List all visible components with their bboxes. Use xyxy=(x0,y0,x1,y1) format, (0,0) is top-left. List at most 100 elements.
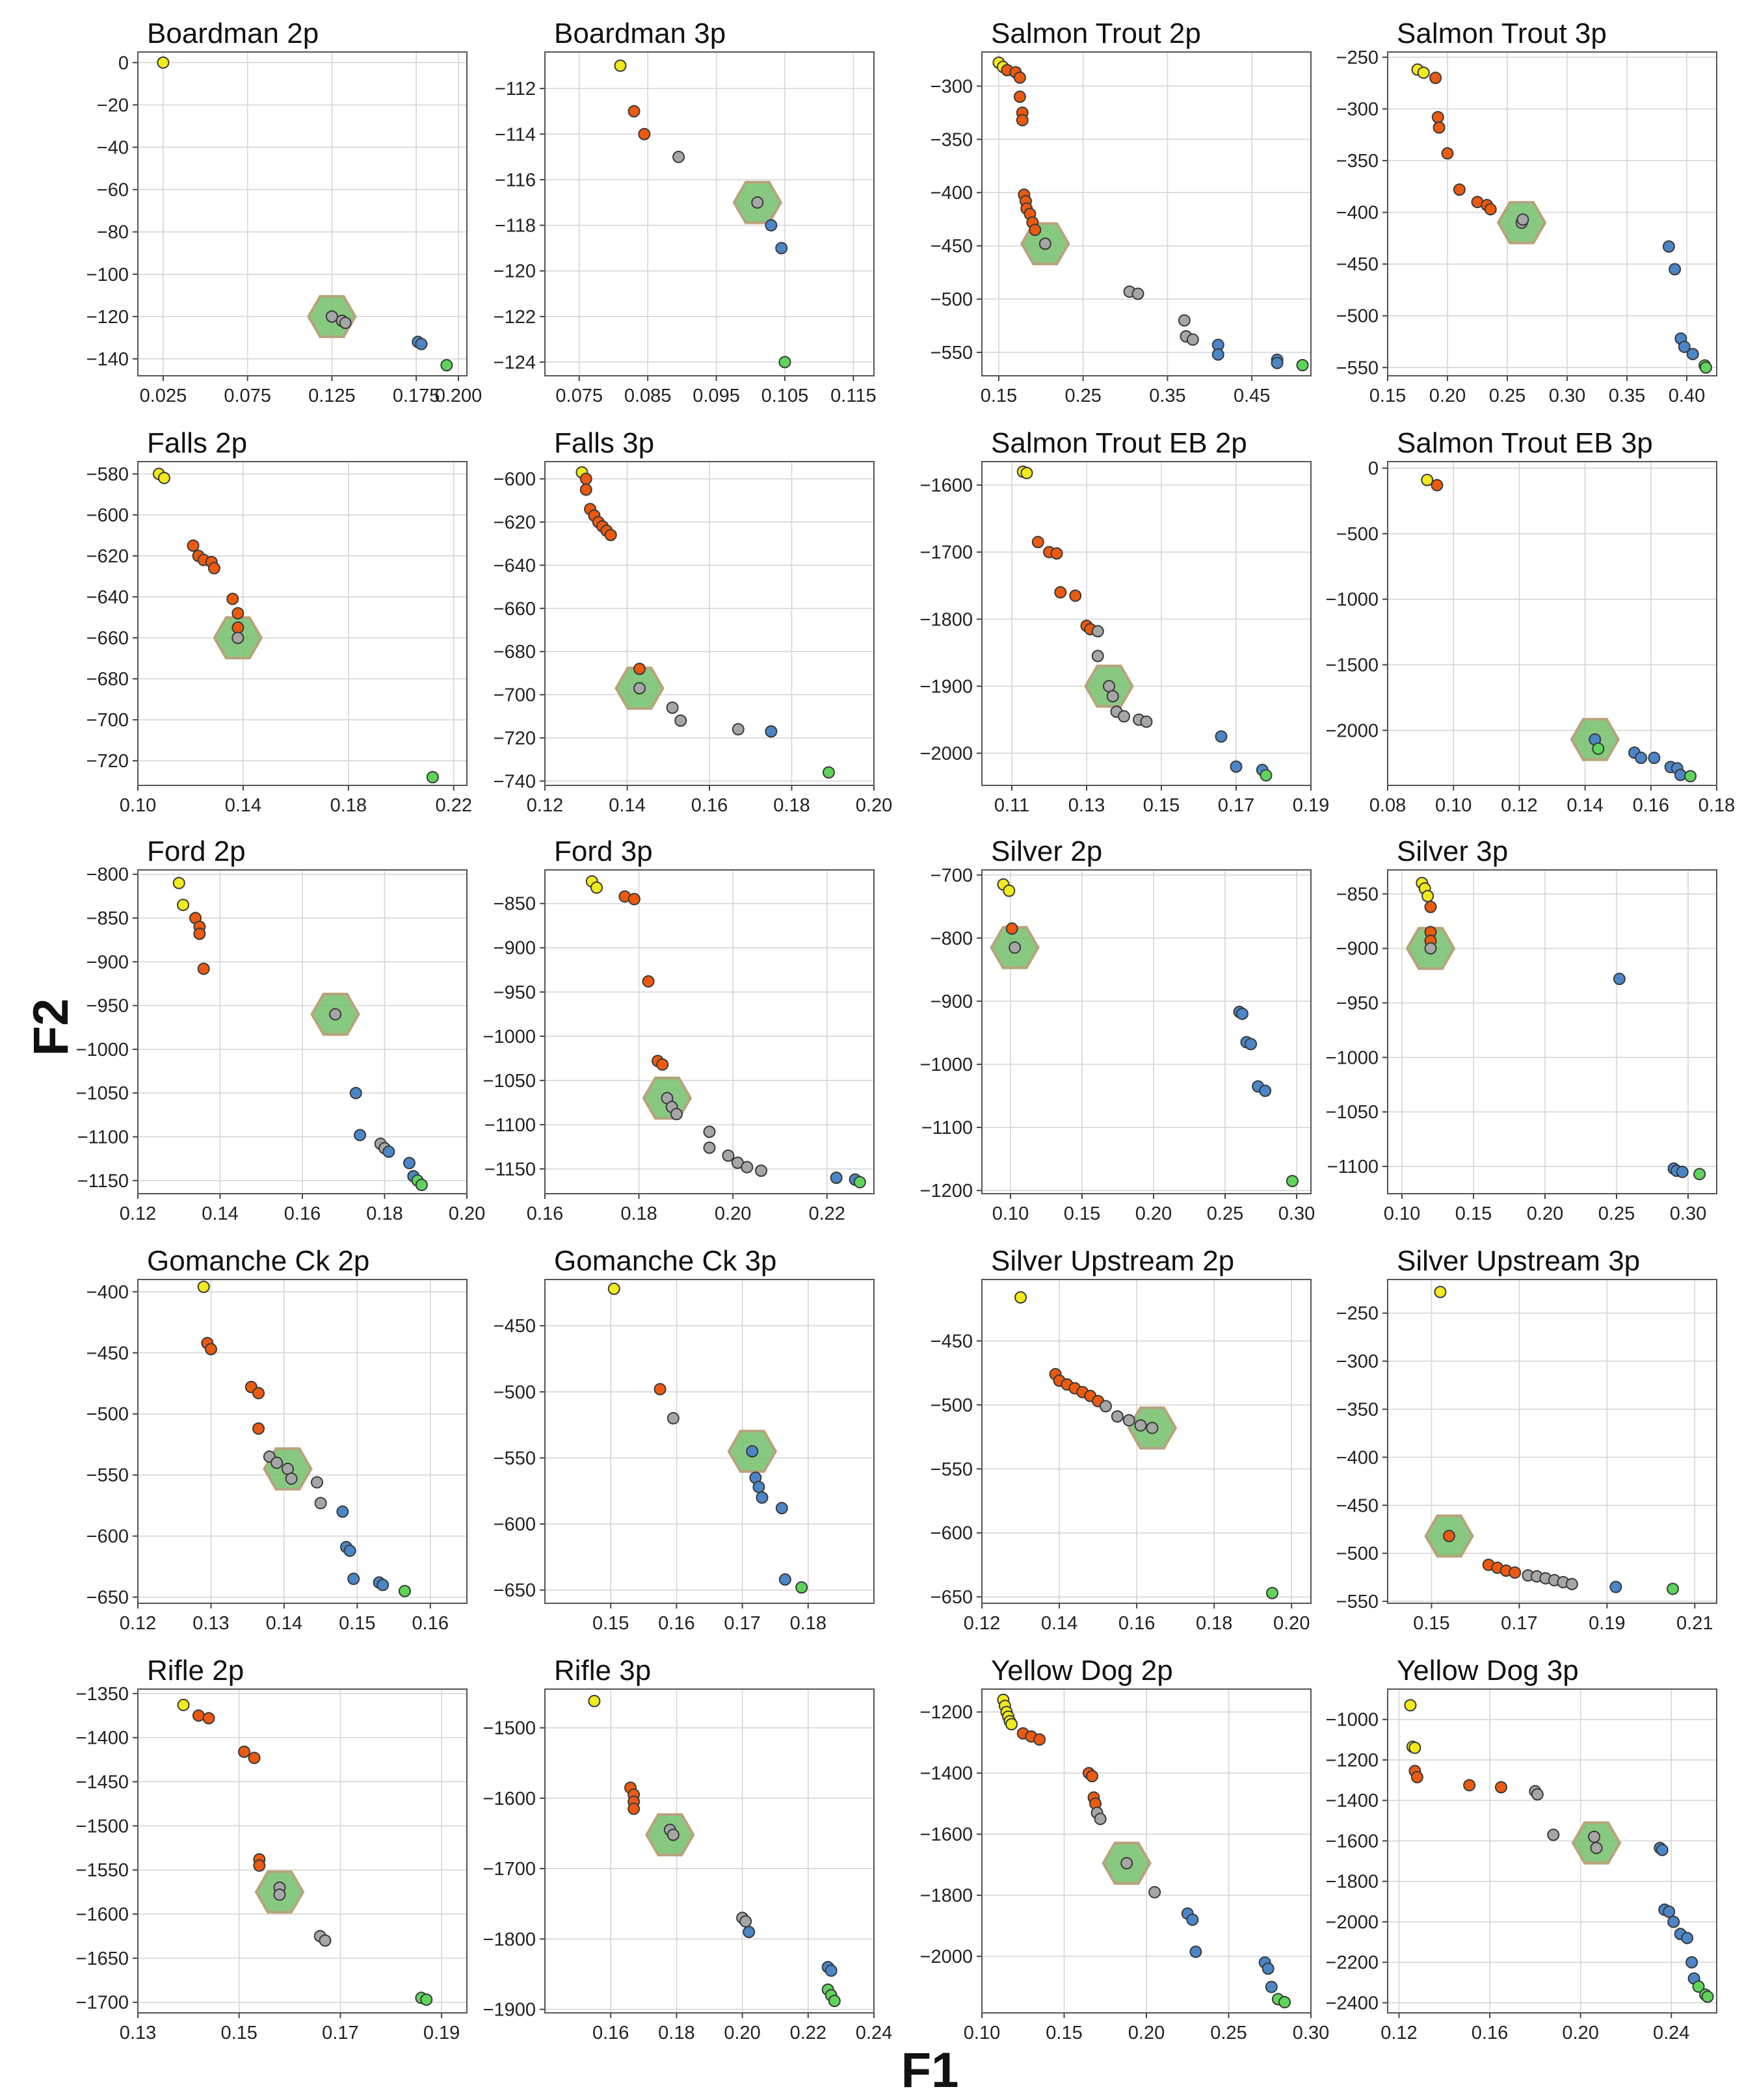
plot-frame xyxy=(981,51,1312,376)
data-point xyxy=(1463,1779,1476,1792)
data-point xyxy=(1509,1566,1522,1579)
data-point xyxy=(202,1712,215,1725)
x-tick-label: 0.20 xyxy=(1135,1203,1172,1224)
data-point xyxy=(656,1058,669,1071)
data-point xyxy=(732,723,745,736)
data-point xyxy=(1009,941,1022,954)
scatter-panel: Salmon Trout EB 3p 0.08 0.10 0.12 0.14 0.16 0.… xyxy=(1326,427,1736,816)
scatter-panel: Falls 2p 0.10 0.14 0.18 0.22 −580 −600 −620 −640… xyxy=(86,427,472,816)
y-tick-label: −1600 xyxy=(483,1789,536,1809)
x-tick-label: 0.115 xyxy=(830,386,876,406)
y-tick-label: −650 xyxy=(494,1581,536,1601)
data-point xyxy=(226,592,239,605)
y-tick-label: −2000 xyxy=(920,1947,973,1967)
y-tick-label: −600 xyxy=(494,1514,536,1535)
y-tick-label: −2200 xyxy=(1326,1952,1379,1973)
data-point xyxy=(1215,730,1228,743)
plot-frame xyxy=(1387,869,1717,1194)
data-point xyxy=(1433,121,1446,134)
y-tick-label: −1100 xyxy=(921,1118,973,1138)
y-tick-label: −720 xyxy=(494,728,536,749)
data-point xyxy=(1118,710,1130,723)
data-point xyxy=(1417,66,1430,79)
x-tick-label: 0.10 xyxy=(964,2023,1000,2043)
x-tick-label: 0.08 xyxy=(1369,795,1406,816)
y-tick-label: −900 xyxy=(86,952,129,973)
data-point xyxy=(1271,356,1284,369)
x-tick-label: 0.14 xyxy=(266,1613,302,1634)
y-tick-label: −300 xyxy=(1336,1352,1379,1372)
data-point xyxy=(204,1343,217,1356)
panel-title: Salmon Trout 3p xyxy=(1397,18,1607,49)
data-point xyxy=(1613,973,1626,986)
x-tick-label: 0.20 xyxy=(856,795,892,816)
x-tick-label: 0.30 xyxy=(1278,1203,1315,1224)
panel-title: Ford 2p xyxy=(147,835,246,867)
data-point xyxy=(672,150,685,163)
figure-ylabel: F2 xyxy=(23,999,79,1057)
scatter-panel: Gomanche Ck 2p 0.12 0.13 0.14 0.15 0.16 −400 −4… xyxy=(86,1245,468,1634)
y-tick-label: −550 xyxy=(1336,1592,1379,1612)
y-tick-label: −450 xyxy=(1336,254,1379,275)
y-tick-label: −1800 xyxy=(920,609,973,630)
data-point xyxy=(674,714,687,727)
data-point xyxy=(1278,1996,1291,2009)
data-point xyxy=(314,1497,327,1510)
data-point xyxy=(1531,1788,1544,1801)
x-tick-label: 0.15 xyxy=(1413,1613,1449,1634)
y-tick-label: −850 xyxy=(494,894,536,915)
data-point xyxy=(347,1572,360,1585)
data-point xyxy=(628,893,641,906)
data-point xyxy=(633,663,646,676)
x-tick-label: 0.18 xyxy=(773,795,810,816)
x-tick-label: 0.30 xyxy=(1293,2023,1329,2043)
scatter-panel: Silver 3p 0.10 0.15 0.20 0.25 0.30 −850 −900 −95… xyxy=(1326,835,1717,1224)
y-tick-label: −550 xyxy=(86,1465,129,1486)
x-tick-label: 0.12 xyxy=(964,1613,1000,1634)
data-point xyxy=(825,1964,838,1977)
x-tick-label: 0.17 xyxy=(1218,795,1254,816)
data-point xyxy=(1134,1419,1147,1432)
data-point xyxy=(285,1472,298,1485)
y-tick-label: −1600 xyxy=(920,475,973,496)
y-tick-label: −1500 xyxy=(1326,655,1379,676)
y-tick-label: −1800 xyxy=(920,1885,973,1906)
y-tick-label: −1050 xyxy=(76,1083,129,1104)
plot-frame xyxy=(544,461,875,786)
x-tick-label: 0.16 xyxy=(412,1613,449,1634)
data-point xyxy=(325,310,338,323)
data-point xyxy=(633,682,646,695)
scatter-panel: Ford 3p 0.16 0.18 0.20 0.22 −850 −900 −950 −1000… xyxy=(483,835,875,1224)
y-tick-label: −1700 xyxy=(76,1993,129,2014)
y-tick-label: −60 xyxy=(97,180,129,201)
x-tick-label: 0.18 xyxy=(620,1203,657,1224)
scatter-panel: Falls 3p 0.12 0.14 0.16 0.18 0.20 −600 −620 −640… xyxy=(494,427,893,816)
y-tick-label: −500 xyxy=(1336,1543,1379,1564)
data-point xyxy=(1404,1699,1417,1712)
data-point xyxy=(403,1157,416,1170)
data-point xyxy=(177,1698,190,1711)
data-point xyxy=(1029,224,1042,237)
panel-title: Ford 3p xyxy=(554,835,653,867)
data-point xyxy=(1260,769,1273,782)
data-point xyxy=(231,621,244,634)
data-point xyxy=(252,1387,265,1400)
y-tick-label: −400 xyxy=(931,183,973,203)
y-tick-label: −118 xyxy=(495,216,536,237)
data-point xyxy=(1609,1581,1622,1594)
x-tick-label: 0.16 xyxy=(1118,1613,1155,1634)
plot-frame xyxy=(981,1279,1312,1604)
x-tick-label: 0.16 xyxy=(691,795,728,816)
y-tick-label: −500 xyxy=(1336,524,1379,545)
y-tick-label: −600 xyxy=(931,1523,973,1544)
x-tick-label: 0.20 xyxy=(1562,2023,1598,2043)
data-point xyxy=(1667,1582,1680,1595)
y-tick-label: −400 xyxy=(86,1282,129,1303)
data-point xyxy=(1686,348,1699,361)
data-point xyxy=(1516,213,1529,226)
y-tick-label: −500 xyxy=(86,1404,129,1425)
panel-title: Rifle 2p xyxy=(147,1655,244,1687)
data-point xyxy=(1669,263,1682,276)
data-point xyxy=(1421,473,1434,486)
